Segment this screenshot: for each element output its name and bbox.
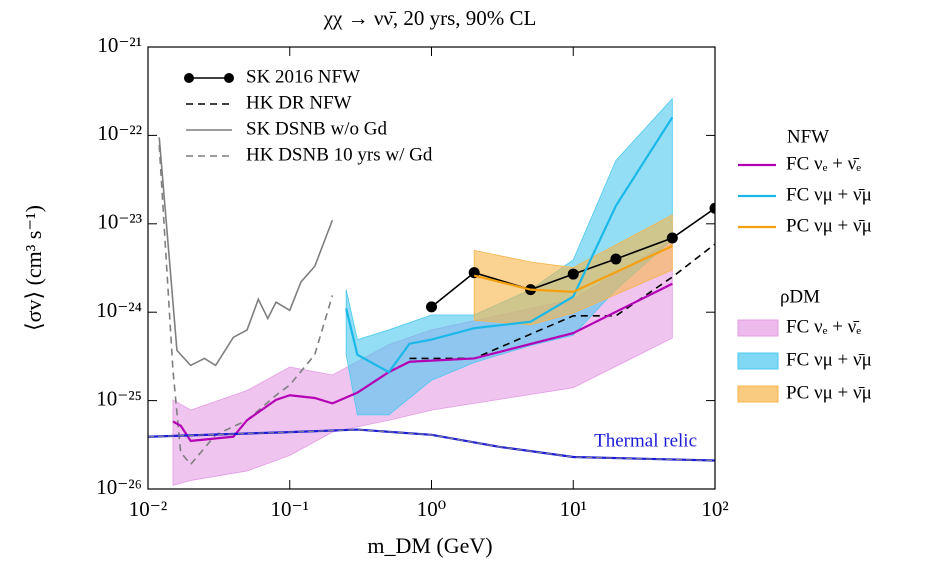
series-line bbox=[473, 245, 673, 293]
legend-label: FC νμ + ν̄μ bbox=[786, 184, 872, 205]
series-line bbox=[158, 137, 334, 367]
y-tick-label: 10⁻²² bbox=[97, 121, 142, 145]
series-line bbox=[158, 144, 334, 466]
legend-swatch bbox=[737, 385, 779, 403]
x-axis-label: m_DM (GeV) bbox=[367, 533, 492, 558]
legend-title: NFW bbox=[787, 126, 829, 147]
x-tick-label: 10¹ bbox=[560, 497, 587, 521]
y-tick-label: 10⁻²¹ bbox=[97, 33, 142, 57]
legend-title: ρDM bbox=[780, 286, 820, 307]
legend-marker bbox=[224, 73, 234, 83]
y-tick-label: 10⁻²⁴ bbox=[96, 298, 142, 322]
legend-label: PC νμ + ν̄μ bbox=[786, 382, 872, 403]
marker bbox=[567, 268, 579, 280]
legend-label: SK 2016 NFW bbox=[246, 66, 360, 87]
marker bbox=[426, 301, 437, 313]
legend-swatch bbox=[737, 352, 779, 370]
x-tick-label: 10⁻¹ bbox=[271, 497, 309, 521]
series-line-overlay bbox=[148, 429, 715, 462]
legend-label: FC νμ + ν̄μ bbox=[786, 349, 872, 370]
plot-area: Thermal relic 10⁻² 10⁻¹ 10⁰ 10¹ 10² 10⁻²⁶ 10⁻²⁵… bbox=[96, 33, 728, 521]
y-axis-label: ⟨σv⟩ (cm³ s⁻¹) bbox=[21, 205, 46, 331]
legend-label: FC νₑ + ν̄ₑ bbox=[786, 316, 861, 337]
annotation: Thermal relic bbox=[594, 430, 697, 451]
x-tick-label: 10⁻² bbox=[129, 497, 167, 521]
marker bbox=[709, 202, 715, 214]
marker bbox=[610, 253, 622, 265]
series-line bbox=[172, 282, 673, 443]
series-line bbox=[345, 116, 674, 374]
legend-label: PC νμ + ν̄μ bbox=[786, 215, 872, 236]
x-tick-label: 10⁰ bbox=[417, 497, 446, 521]
legend-marker bbox=[184, 73, 194, 83]
y-tick-label: 10⁻²³ bbox=[97, 210, 142, 234]
x-tick-label: 10² bbox=[701, 497, 728, 521]
legend-label: HK DSNB 10 yrs w/ Gd bbox=[246, 144, 433, 165]
legend-label: SK DSNB w/o Gd bbox=[246, 118, 387, 139]
y-tick-label: 10⁻²⁶ bbox=[96, 475, 142, 499]
legend-label: FC νₑ + ν̄ₑ bbox=[786, 153, 861, 174]
legend-swatch bbox=[737, 319, 779, 337]
y-tick-label: 10⁻²⁵ bbox=[96, 386, 142, 410]
legend-label: HK DR NFW bbox=[246, 92, 352, 113]
plot-content bbox=[148, 97, 715, 486]
marker bbox=[666, 232, 678, 244]
chart-title: χχ → νν̄, 20 yrs, 90% CL bbox=[323, 6, 537, 30]
